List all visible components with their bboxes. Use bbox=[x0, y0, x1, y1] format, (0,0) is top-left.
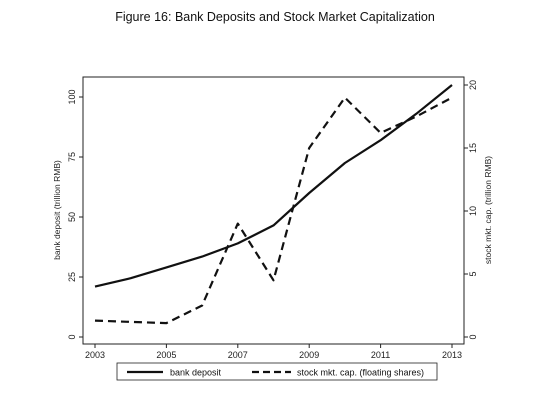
legend-label-bank-deposit: bank deposit bbox=[170, 368, 222, 378]
plot-frame bbox=[82, 76, 465, 345]
right-axis-title: stock mkt. cap. (trillion RMB) bbox=[483, 156, 493, 264]
series-line-stock-mkt-cap bbox=[94, 96, 453, 325]
right-y-tick-label: 20 bbox=[468, 80, 478, 90]
left-y-tick-label: 25 bbox=[67, 272, 77, 282]
legend-label-stock-mkt-cap: stock mkt. cap. (floating shares) bbox=[297, 368, 424, 378]
x-tick-label: 2009 bbox=[299, 350, 319, 360]
x-tick-label: 2007 bbox=[228, 350, 248, 360]
right-y-tick-label: 10 bbox=[468, 206, 478, 216]
legend: bank deposit stock mkt. cap. (floating s… bbox=[116, 362, 438, 381]
left-y-tick-label: 0 bbox=[67, 334, 77, 339]
x-tick-label: 2003 bbox=[85, 350, 105, 360]
series-line-bank-deposit bbox=[94, 84, 453, 288]
x-tick-label: 2013 bbox=[442, 350, 462, 360]
left-y-tick-label: 75 bbox=[67, 152, 77, 162]
x-tick-label: 2005 bbox=[156, 350, 176, 360]
right-y-tick-label: 5 bbox=[468, 271, 478, 276]
left-axis-title: bank deposit (trillion RMB) bbox=[52, 160, 62, 260]
x-tick-label: 2011 bbox=[371, 350, 390, 360]
left-y-tick-label: 100 bbox=[67, 89, 77, 104]
right-y-tick-label: 15 bbox=[468, 143, 478, 153]
right-y-tick-label: 0 bbox=[468, 334, 478, 339]
chart-title: Figure 16: Bank Deposits and Stock Marke… bbox=[115, 10, 435, 24]
left-y-tick-label: 50 bbox=[67, 212, 77, 222]
